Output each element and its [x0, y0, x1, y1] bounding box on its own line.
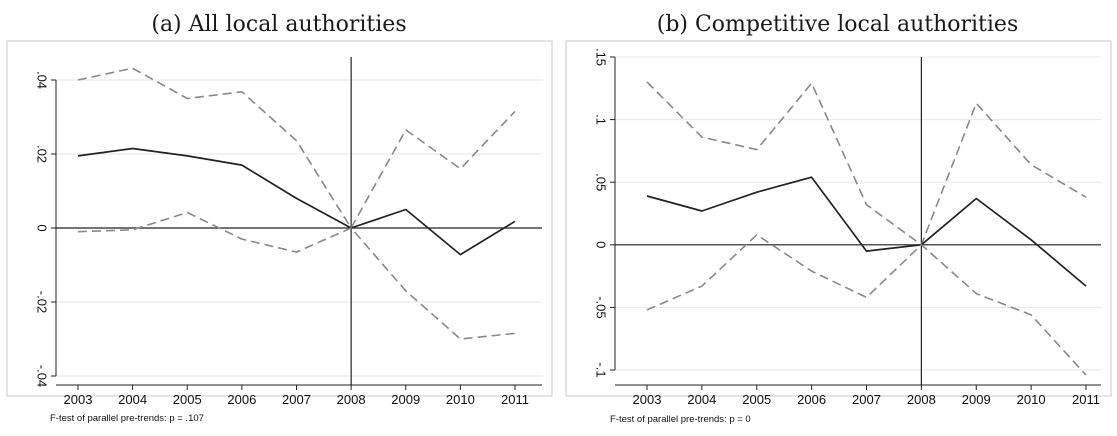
x-tick-label: 2006 — [227, 392, 256, 407]
upper-ci-line — [646, 81, 1087, 246]
x-tick-label: 2005 — [173, 392, 202, 407]
f-test-note: F-test of parallel pre-trends: p = 0 — [610, 414, 751, 425]
x-tick-label: 2004 — [687, 392, 716, 407]
upper-ci-line — [77, 67, 516, 229]
y-tick-label: -.1 — [594, 362, 609, 377]
x-tick-label: 2007 — [852, 392, 881, 407]
y-tick-label: .02 — [35, 145, 50, 163]
x-tick-label: 2003 — [633, 392, 662, 407]
panel-competitive-local-authorities: (b) Competitive local authorities .15 .1.… — [558, 0, 1117, 436]
y-tick-label: -.02 — [35, 291, 50, 313]
y-tick-label: -.04 — [35, 365, 50, 387]
x-tick-label: 2004 — [118, 392, 147, 407]
y-tick-label: .04 — [35, 71, 50, 89]
lower-ci-line — [646, 234, 1087, 376]
x-tick-label: 2011 — [1072, 392, 1100, 407]
chart-all-local-authorities: .04 .02 0 -.02 -.04 2003 2004 2005 2006 2007 2008 2… — [6, 40, 553, 424]
x-tick-label: 2005 — [742, 392, 771, 407]
lower-ci-line — [77, 211, 516, 340]
y-tick-label: .15 — [594, 48, 609, 66]
x-tick-label: 2008 — [907, 392, 936, 407]
y-tick-label: .1 — [594, 114, 609, 125]
x-tick-label: 2009 — [391, 392, 420, 407]
x-tick-label: 2011 — [501, 392, 529, 407]
y-tick-label: -.05 — [594, 296, 609, 318]
plot-frame — [6, 40, 553, 397]
panel-all-local-authorities: (a) All local authorities .04 .02 0 -.02 -.0… — [0, 0, 558, 436]
x-tick-label: 2009 — [962, 392, 991, 407]
x-tick-label: 2006 — [797, 392, 826, 407]
chart-title: (a) All local authorities — [151, 12, 407, 37]
y-tick-label: 0 — [35, 224, 50, 231]
chart-title: (b) Competitive local authorities — [656, 12, 1019, 37]
y-tick-label: .05 — [594, 173, 609, 191]
estimate-line — [646, 176, 1087, 287]
x-tick-label: 2010 — [446, 392, 475, 407]
y-tick-label: 0 — [594, 241, 609, 248]
x-tick-label: 2008 — [337, 392, 366, 407]
plot-frame — [565, 40, 1112, 397]
f-test-note: F-test of parallel pre-trends: p = .107 — [50, 413, 204, 424]
chart-competitive-local-authorities: .15 .1 .05 0 -.05 -.1 2003 2004 2005 2006 2007 2008… — [565, 40, 1112, 425]
x-tick-label: 2007 — [282, 392, 311, 407]
estimate-line — [77, 147, 516, 256]
x-tick-label: 2003 — [64, 392, 93, 407]
x-tick-label: 2010 — [1017, 392, 1046, 407]
